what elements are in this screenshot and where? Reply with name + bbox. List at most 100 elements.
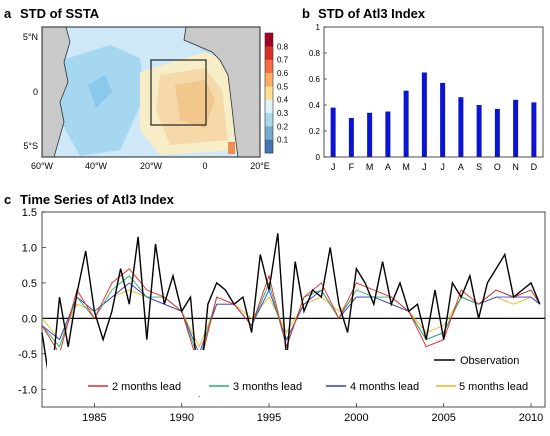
bar-x-tick-label: J <box>422 162 427 172</box>
colorbar-label: 0.5 <box>277 82 289 91</box>
bar <box>348 118 354 157</box>
map-x-tick: 40°W <box>85 161 108 171</box>
map-cool-patch <box>88 75 112 108</box>
time-series-frame <box>41 211 546 408</box>
panel-b-title: STD of Atl3 Index <box>318 6 426 21</box>
bar-x-tick-label: N <box>512 162 519 172</box>
bar-x-tick-label: J <box>331 162 336 172</box>
bar <box>494 108 500 157</box>
colorbar-label: 0.3 <box>277 109 289 118</box>
bar-y-tick-label: 0.8 <box>309 49 321 58</box>
bar-x-tick-label: M <box>366 162 374 172</box>
ts-y-tick-label: -0.5 <box>18 349 37 361</box>
bar-chart: 0 0.2 0.4 0.6 0.8 1 J F M A M J J A S O N D <box>309 23 544 172</box>
ts-y-tick-label: 1.0 <box>22 242 37 254</box>
map-y-axis: 5°N 0 5°S <box>23 32 38 151</box>
map-area <box>41 26 261 158</box>
colorbar-segment <box>265 139 273 154</box>
ts-y-tick-label: -1.0 <box>18 384 37 396</box>
bar <box>458 97 464 157</box>
bar <box>531 102 537 157</box>
bar-y-tick-label: 0 <box>316 153 321 162</box>
ts-x-tick-label: 2000 <box>344 412 368 424</box>
panel-b-letter: b <box>302 6 310 21</box>
map-warm-core <box>175 80 215 128</box>
colorbar-frame <box>264 32 274 154</box>
map-x-tick: 60°W <box>31 161 54 171</box>
colorbar-segment <box>265 46 273 60</box>
colorbar-label: 0.2 <box>277 122 289 131</box>
bar <box>367 112 373 157</box>
map-y-tick: 5°S <box>23 141 38 151</box>
colorbar-segment <box>265 86 273 100</box>
map-x-tick: 0 <box>202 161 207 171</box>
ts-x-tick-label: 2005 <box>431 412 455 424</box>
colorbar-label: 0.8 <box>277 42 289 51</box>
panel-b: b STD of Atl3 Index 0 0.2 0.4 0.6 0.8 1 J F M A M J… <box>302 6 544 172</box>
panel-c: c Time Series of Atl3 Index 1.5 1.0 0.5 0.0… <box>4 192 546 424</box>
bar <box>440 82 446 157</box>
map-y-tick: 0 <box>33 87 38 97</box>
map-frame <box>41 26 261 158</box>
ts-x-tick-label: 1990 <box>169 412 193 424</box>
colorbar-segment <box>265 73 273 87</box>
colorbar-segment <box>265 126 273 140</box>
panel-a: a STD of SSTA 60°W 40°W 20°W 0 2 <box>4 6 289 171</box>
bar-y-tick-label: 0.2 <box>309 127 321 136</box>
bar <box>403 90 409 157</box>
bar <box>476 105 482 157</box>
bar <box>385 111 391 157</box>
ts-y-tick-label: 0.5 <box>22 278 37 290</box>
bar-x-tick-label: O <box>494 162 501 172</box>
ts-y-tick-label: 0.0 <box>22 313 37 325</box>
bar-y-tick-label: 0.4 <box>309 101 321 110</box>
series-observation <box>41 233 541 397</box>
panel-c-letter: c <box>4 192 11 207</box>
ts-y-tick-label: 1.5 <box>22 207 37 219</box>
atl3-box <box>150 59 207 126</box>
bar <box>330 107 336 157</box>
time-series-chart: 1.5 1.0 0.5 0.0 -0.5 -1.0 1985 1990 1995 2000 2005… <box>18 207 546 424</box>
bar-x-tick-label: D <box>531 162 538 172</box>
bar-y-tick-label: 0.6 <box>309 75 321 84</box>
bar-x-tick-label: J <box>440 162 445 172</box>
bar-y-tick-label: 1 <box>316 23 321 32</box>
ts-x-tick-label: 1985 <box>82 412 106 424</box>
colorbar-label: 0.4 <box>277 96 289 105</box>
map-x-tick: 20°E <box>250 161 270 171</box>
panel-c-title: Time Series of Atl3 Index <box>20 192 175 207</box>
legend-label-lead5: 5 months lead <box>459 381 528 393</box>
bar-x-tick-label: F <box>349 162 355 172</box>
bar-x-tick-label: S <box>476 162 482 172</box>
colorbar-segment <box>265 59 273 74</box>
legend-label-lead2: 2 months lead <box>112 381 181 393</box>
legend-label-lead3: 3 months lead <box>233 381 302 393</box>
colorbar-segment <box>265 33 273 47</box>
colorbar-label: 0.7 <box>277 56 289 65</box>
ts-x-tick-label: 1995 <box>257 412 281 424</box>
legend-frame <box>47 350 540 396</box>
bar <box>421 72 427 157</box>
ts-x-tick-label: 2010 <box>519 412 543 424</box>
colorbar-segment <box>265 113 273 127</box>
bar-x-tick-label: A <box>458 162 464 172</box>
bar-chart-frame <box>323 26 544 158</box>
panel-a-letter: a <box>4 6 12 21</box>
legend: Observation 2 months lead 3 months lead … <box>47 350 540 396</box>
bar-x-tick-label: M <box>402 162 410 172</box>
map-x-tick: 20°W <box>140 161 163 171</box>
legend-label-lead4: 4 months lead <box>350 381 419 393</box>
legend-label-observation: Observation <box>460 355 519 367</box>
map-y-tick: 5°N <box>23 32 38 42</box>
bar-x-tick-label: A <box>385 162 391 172</box>
panel-a-title: STD of SSTA <box>20 6 100 21</box>
map-x-axis: 60°W 40°W 20°W 0 20°E <box>31 161 270 171</box>
colorbar: 0.8 0.7 0.6 0.5 0.4 0.3 0.2 0.1 <box>264 32 289 154</box>
colorbar-label: 0.6 <box>277 69 289 78</box>
colorbar-label: 0.1 <box>277 136 289 145</box>
series-lead2 <box>41 268 541 370</box>
colorbar-segment <box>265 99 273 114</box>
bar <box>513 99 519 157</box>
